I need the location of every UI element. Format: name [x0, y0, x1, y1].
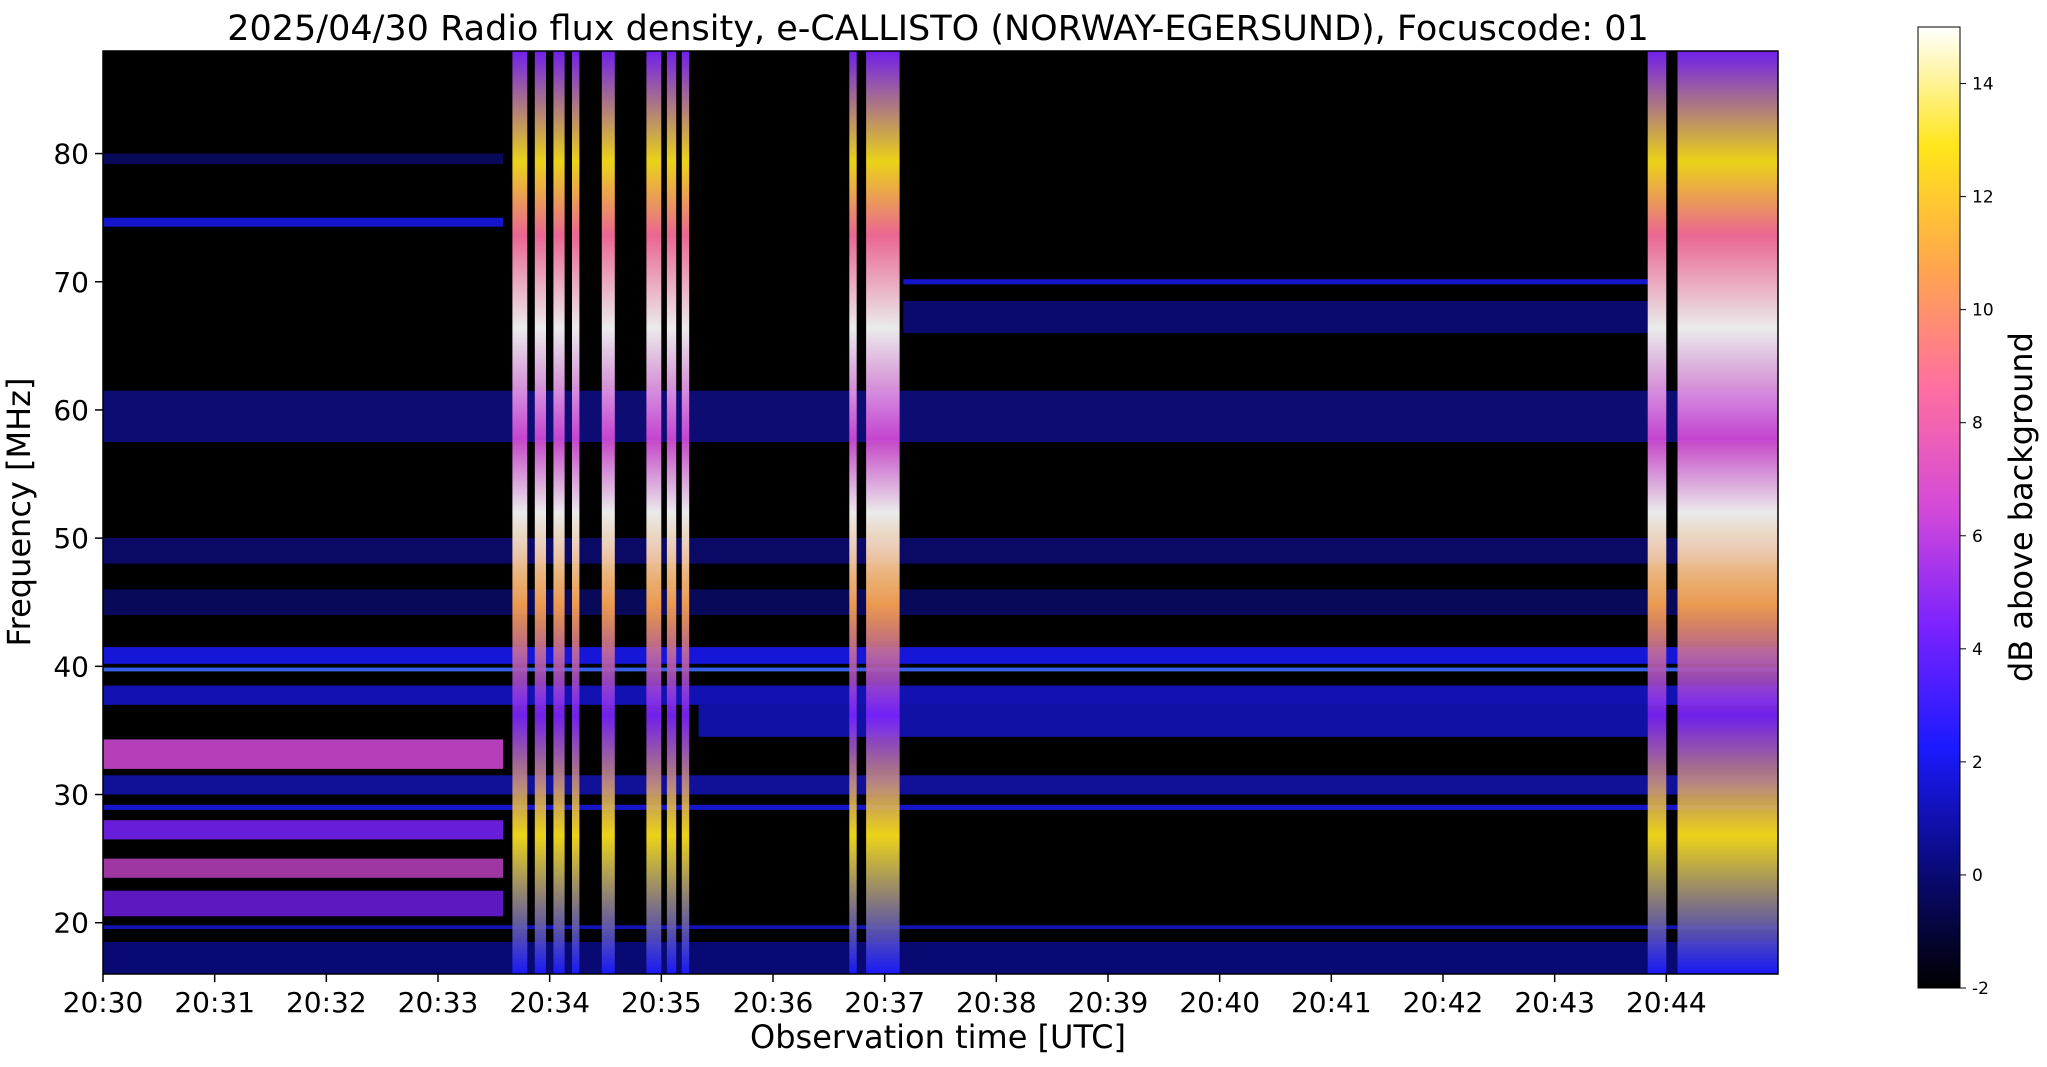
emission-band: [103, 217, 504, 227]
y-tick-label: 20: [53, 907, 89, 940]
x-tick-label: 20:34: [509, 986, 590, 1019]
colorbar-ticks: -2 0 2 4 6 8 10 12 14: [1960, 75, 1994, 999]
emission-band: [903, 301, 1648, 333]
colorbar-fill: [1917, 26, 1961, 989]
colorbar-tick-label: 0: [1972, 866, 1983, 886]
x-tick-label: 20:40: [1179, 986, 1260, 1019]
x-tick-label: 20:39: [1068, 986, 1149, 1019]
emission-band: [103, 820, 504, 840]
plot-frame: [102, 50, 1779, 975]
x-tick-label: 20:37: [844, 986, 925, 1019]
colorbar-tick-label: 8: [1972, 414, 1983, 434]
heatmap-layer: [103, 51, 1778, 974]
emission-band: [103, 925, 1778, 930]
y-tick-label: 60: [53, 394, 89, 427]
colorbar-label: dB above background: [2002, 332, 2040, 682]
colorbar-tick-label: -2: [1972, 979, 1989, 999]
burst-stripe: [572, 51, 580, 974]
x-tick-label: 20:36: [733, 986, 814, 1019]
burst-stripe: [1647, 51, 1667, 974]
x-tick-label: 20:43: [1514, 986, 1595, 1019]
plot-area: [102, 50, 1779, 975]
y-tick-label: 30: [53, 779, 89, 812]
emission-band: [903, 279, 1648, 285]
emission-band: [103, 804, 1778, 810]
x-tick-label: 20:31: [174, 986, 255, 1019]
burst-stripe: [666, 51, 677, 974]
burst-stripe: [849, 51, 857, 974]
emission-band: [103, 858, 504, 878]
emission-band: [103, 942, 1778, 974]
chart-title: 2025/04/30 Radio flux density, e-CALLIST…: [227, 9, 1649, 49]
colorbar-tick-label: 12: [1972, 188, 1994, 208]
colorbar-tick-label: 10: [1972, 301, 1994, 321]
x-axis: 20:30 20:31 20:32 20:33 20:34 20:35 20:36 20:37…: [63, 974, 1707, 1019]
y-tick-label: 50: [53, 522, 89, 555]
emission-band: [103, 739, 504, 769]
y-axis: 20 30 40 50 60 70 80: [53, 138, 103, 940]
y-axis-label: Frequency [MHz]: [0, 378, 38, 647]
burst-stripe: [866, 51, 900, 974]
x-tick-label: 20:33: [398, 986, 479, 1019]
emission-band: [103, 589, 1778, 615]
emission-band: [103, 647, 1778, 664]
x-axis-label: Observation time [UTC]: [750, 1018, 1126, 1056]
burst-stripe: [646, 51, 662, 974]
emission-band: [103, 667, 1778, 672]
emission-band: [103, 390, 1778, 442]
y-tick-label: 40: [53, 650, 89, 683]
colorbar-tick-label: 2: [1972, 753, 1983, 773]
x-tick-label: 20:42: [1403, 986, 1484, 1019]
x-tick-label: 20:44: [1626, 986, 1707, 1019]
emission-band: [103, 890, 504, 917]
colorbar-tick-label: 4: [1972, 640, 1983, 660]
emission-band: [698, 704, 1648, 737]
x-tick-label: 20:30: [63, 986, 144, 1019]
x-tick-label: 20:38: [956, 986, 1037, 1019]
emission-band: [103, 685, 1778, 705]
colorbar: -2 0 2 4 6 8 10 12 14 dB above background: [1917, 26, 2040, 999]
burst-stripe: [601, 51, 615, 974]
burst-stripe: [681, 51, 690, 974]
emission-band: [103, 775, 1778, 795]
burst-stripe: [1677, 51, 1778, 974]
x-tick-label: 20:35: [621, 986, 702, 1019]
plot-background: [103, 51, 1778, 974]
colorbar-tick-label: 6: [1972, 527, 1983, 547]
y-tick-label: 80: [53, 138, 89, 171]
colorbar-tick-label: 14: [1972, 75, 1994, 95]
emission-band: [103, 153, 504, 164]
x-tick-label: 20:32: [286, 986, 367, 1019]
x-tick-label: 20:41: [1291, 986, 1372, 1019]
burst-stripe: [512, 51, 528, 974]
burst-stripe: [553, 51, 565, 974]
burst-stripe: [534, 51, 546, 974]
emission-band: [103, 538, 1778, 564]
y-tick-label: 70: [53, 266, 89, 299]
